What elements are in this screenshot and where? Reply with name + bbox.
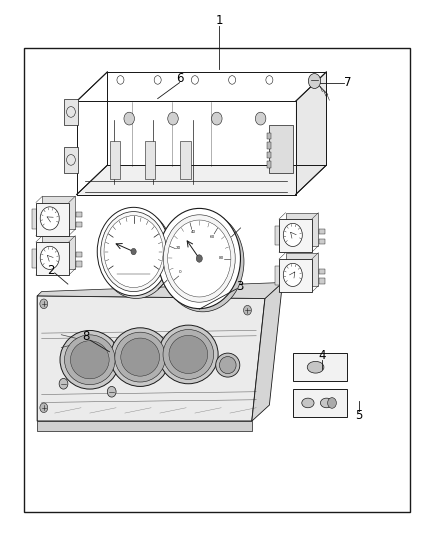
Bar (275, 265, 280, 286)
Ellipse shape (307, 361, 324, 373)
Ellipse shape (115, 332, 166, 382)
Bar (64, 99, 78, 125)
Circle shape (328, 398, 336, 408)
Text: 20: 20 (176, 246, 181, 251)
Ellipse shape (219, 357, 236, 374)
Text: 4: 4 (318, 349, 326, 362)
Circle shape (283, 223, 302, 246)
Circle shape (40, 246, 59, 269)
Circle shape (100, 210, 173, 298)
Polygon shape (42, 196, 75, 229)
Text: 7: 7 (343, 76, 351, 89)
Bar (267, 161, 271, 168)
Ellipse shape (71, 341, 109, 379)
Circle shape (168, 112, 178, 125)
Bar (32, 248, 37, 269)
Circle shape (255, 112, 266, 125)
Ellipse shape (121, 338, 159, 376)
Circle shape (162, 212, 244, 312)
Ellipse shape (216, 353, 240, 377)
Circle shape (244, 305, 251, 315)
Polygon shape (37, 296, 265, 421)
Bar (275, 225, 280, 246)
Bar (24, 48, 410, 512)
Polygon shape (252, 282, 283, 421)
Circle shape (104, 215, 163, 287)
Circle shape (168, 220, 231, 297)
Text: 60: 60 (210, 235, 215, 239)
Ellipse shape (64, 335, 115, 385)
Ellipse shape (302, 398, 314, 408)
Polygon shape (286, 213, 318, 246)
Bar (64, 147, 78, 173)
Bar (319, 278, 325, 284)
Polygon shape (296, 72, 326, 195)
Polygon shape (37, 282, 283, 298)
Ellipse shape (169, 335, 208, 374)
Bar (267, 133, 271, 139)
Bar (269, 125, 293, 173)
Bar (319, 269, 325, 274)
Polygon shape (286, 253, 318, 286)
Circle shape (163, 215, 235, 302)
Text: 0: 0 (179, 270, 181, 274)
Bar (32, 209, 37, 229)
Circle shape (107, 386, 116, 397)
Circle shape (59, 378, 68, 389)
Text: 40: 40 (191, 230, 196, 235)
Bar (110, 141, 120, 179)
Ellipse shape (60, 330, 120, 389)
Bar (267, 142, 271, 149)
Ellipse shape (159, 325, 218, 384)
Text: 3: 3 (237, 280, 244, 293)
Text: 1: 1 (215, 14, 223, 27)
Bar (293, 353, 347, 381)
Polygon shape (77, 165, 326, 195)
Ellipse shape (320, 398, 333, 408)
Polygon shape (37, 421, 252, 431)
Circle shape (158, 208, 240, 309)
Circle shape (196, 255, 202, 262)
Bar (319, 239, 325, 244)
Ellipse shape (163, 329, 214, 379)
Bar (36, 242, 69, 275)
Circle shape (283, 263, 302, 286)
Text: 80: 80 (219, 255, 224, 260)
Bar (36, 203, 69, 236)
Circle shape (124, 112, 134, 125)
Bar (319, 229, 325, 234)
Bar (279, 259, 312, 292)
Bar (180, 141, 191, 179)
Bar (76, 212, 82, 217)
Bar (76, 262, 82, 266)
Circle shape (308, 74, 321, 88)
Circle shape (40, 207, 59, 230)
Text: 6: 6 (176, 72, 184, 85)
Bar (293, 389, 347, 417)
Circle shape (97, 207, 170, 296)
Circle shape (212, 112, 222, 125)
Circle shape (40, 299, 48, 309)
Bar (76, 222, 82, 227)
Ellipse shape (110, 328, 170, 386)
Bar (145, 141, 155, 179)
Text: 2: 2 (47, 264, 55, 277)
Bar (76, 252, 82, 257)
Bar (279, 219, 312, 252)
Circle shape (40, 403, 48, 413)
Circle shape (131, 248, 136, 255)
Circle shape (101, 212, 166, 292)
Text: 5: 5 (356, 409, 363, 422)
Text: 8: 8 (82, 330, 89, 343)
Bar (267, 152, 271, 158)
Polygon shape (42, 236, 75, 269)
